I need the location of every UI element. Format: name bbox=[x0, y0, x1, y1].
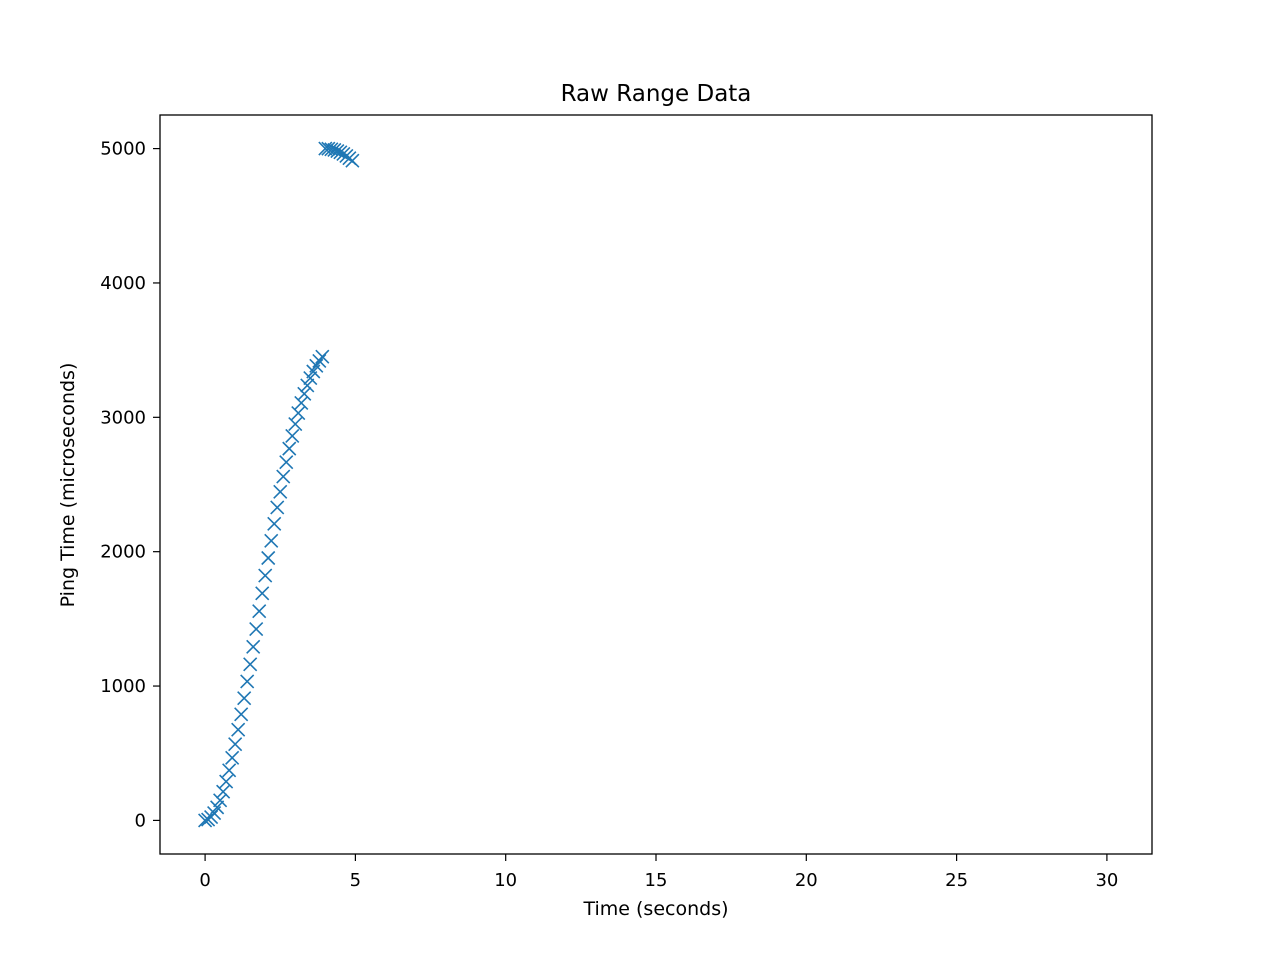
x-axis: 0 5 10 15 20 25 30 bbox=[199, 854, 1118, 891]
data-point bbox=[282, 441, 297, 456]
data-point bbox=[228, 737, 243, 752]
data-point bbox=[252, 604, 267, 619]
y-axis: 0 1000 2000 3000 4000 5000 bbox=[100, 139, 160, 831]
y-axis-title: Ping Time (microseconds) bbox=[57, 363, 79, 608]
data-point bbox=[258, 568, 273, 583]
data-point bbox=[276, 469, 291, 484]
data-point bbox=[267, 516, 282, 531]
data-point bbox=[222, 763, 237, 778]
data-point bbox=[255, 586, 270, 601]
x-tick-label: 30 bbox=[1095, 870, 1118, 891]
data-point bbox=[264, 533, 279, 548]
y-tick-label: 3000 bbox=[100, 407, 146, 428]
x-tick-label: 5 bbox=[350, 870, 361, 891]
y-tick-label: 2000 bbox=[100, 542, 146, 563]
y-tick-label: 1000 bbox=[100, 676, 146, 697]
x-tick-label: 15 bbox=[645, 870, 668, 891]
data-point bbox=[231, 722, 246, 737]
chart-title: Raw Range Data bbox=[561, 81, 752, 107]
data-point bbox=[297, 386, 312, 401]
data-point bbox=[249, 622, 264, 637]
data-point bbox=[261, 550, 276, 566]
data-point bbox=[312, 353, 327, 368]
y-tick-label: 0 bbox=[135, 810, 146, 831]
data-point bbox=[279, 455, 294, 470]
x-tick-label: 0 bbox=[199, 870, 210, 891]
data-point bbox=[246, 639, 261, 654]
data-point bbox=[216, 784, 231, 799]
data-point bbox=[213, 793, 228, 808]
data-point bbox=[234, 707, 249, 722]
data-point bbox=[285, 428, 300, 444]
x-tick-label: 10 bbox=[494, 870, 517, 891]
x-axis-title: Time (seconds) bbox=[582, 898, 728, 920]
data-point bbox=[237, 691, 252, 706]
data-point bbox=[291, 405, 306, 421]
data-point bbox=[273, 484, 288, 499]
data-point bbox=[288, 416, 303, 432]
data-point bbox=[240, 674, 255, 689]
y-tick-label: 4000 bbox=[100, 273, 146, 294]
data-point bbox=[225, 750, 240, 765]
data-point bbox=[243, 657, 258, 672]
data-point bbox=[210, 800, 225, 815]
plot-background bbox=[160, 115, 1152, 854]
data-point bbox=[270, 500, 285, 515]
x-tick-label: 25 bbox=[945, 870, 968, 891]
data-point bbox=[300, 378, 315, 393]
y-tick-label: 5000 bbox=[100, 139, 146, 160]
x-tick-label: 20 bbox=[795, 870, 818, 891]
data-point bbox=[345, 153, 360, 168]
data-point bbox=[294, 395, 309, 411]
points-layer bbox=[198, 141, 360, 828]
data-point bbox=[321, 141, 336, 156]
data-point bbox=[315, 349, 330, 364]
plot-area bbox=[159, 114, 1153, 855]
data-point bbox=[219, 774, 234, 789]
